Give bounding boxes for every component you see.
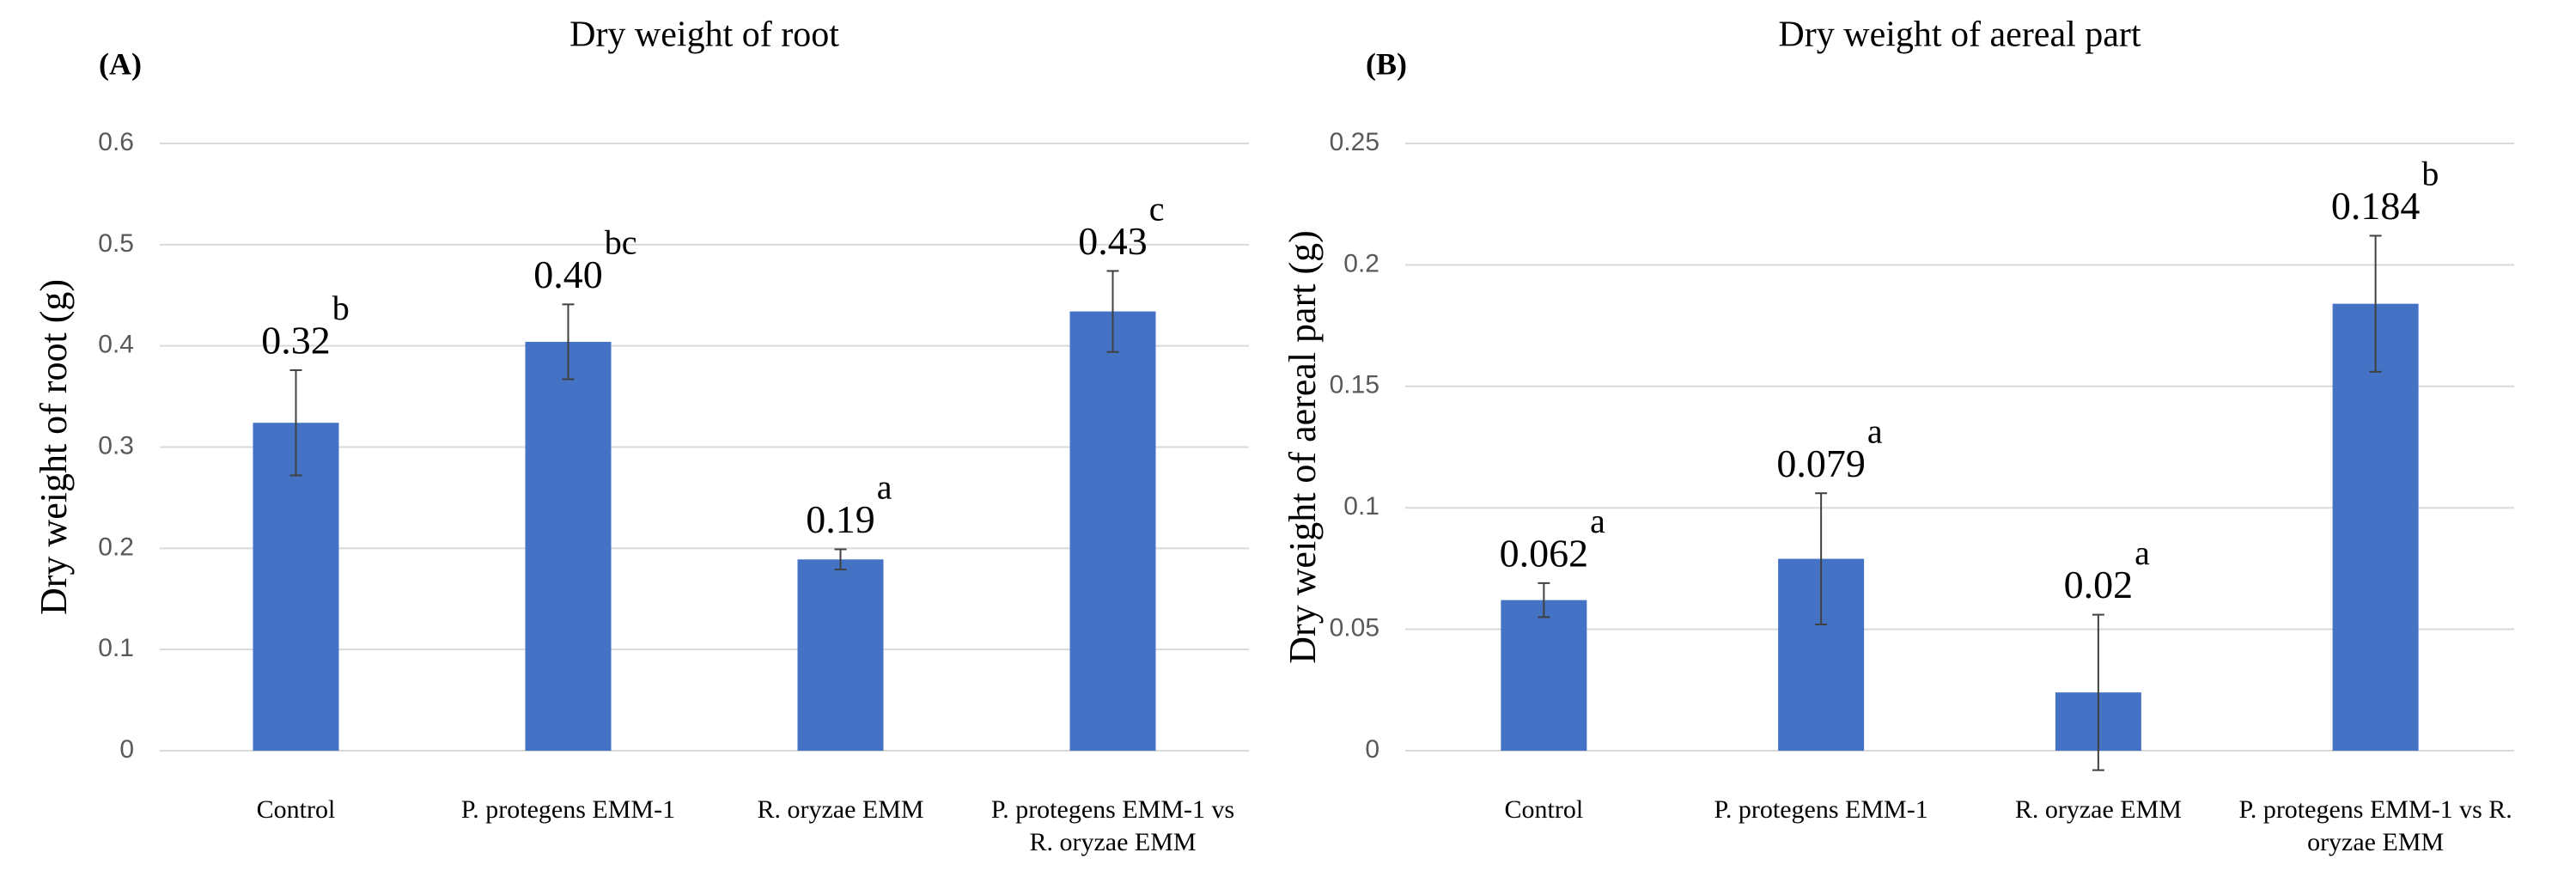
x-tick-label: R. oryzae EMM: [2014, 795, 2182, 824]
x-tick-label-box: P. protegens EMM-1 vs R. oryzae EMM: [990, 795, 1235, 856]
bar: [797, 559, 884, 751]
x-tick-label: Control: [1504, 795, 1584, 824]
significance-letter: b: [332, 289, 350, 327]
value-label: 0.32: [261, 319, 331, 362]
significance-letter: bc: [605, 223, 637, 262]
x-tick-label: P. protegens EMM-1 vs R. oryzae EMM: [990, 795, 1235, 856]
y-tick-label: 0: [1365, 735, 1379, 764]
x-tick-label: Control: [256, 795, 336, 824]
x-tick-label: P. protegens EMM-1 vs R. oryzae EMM: [2238, 795, 2512, 856]
error-bar: [2092, 613, 2104, 771]
y-tick-label: 0.3: [98, 431, 134, 460]
x-tick-label-box: Control: [256, 795, 336, 824]
bar: [253, 423, 339, 751]
value-label: 0.02: [2064, 563, 2134, 606]
x-tick-label-box: R. oryzae EMM: [757, 795, 924, 824]
y-tick-label: 0.5: [98, 229, 134, 258]
x-tick-label-box: R. oryzae EMM: [2014, 795, 2182, 824]
error-bar: [289, 368, 302, 477]
y-axis-label: Dry weight of aereal part (g): [1282, 230, 1324, 664]
error-bar: [834, 548, 847, 571]
bar: [1069, 311, 1156, 751]
x-tick-label-box: Control: [1504, 795, 1584, 824]
x-tick-label-box: P. protegens EMM-1: [460, 795, 676, 824]
value-label: 0.079: [1776, 441, 1866, 485]
error-bar: [2369, 234, 2382, 373]
significance-letter: a: [2134, 533, 2150, 572]
y-tick-label: 0.25: [1330, 128, 1379, 156]
significance-letter: a: [1590, 502, 1605, 540]
value-label: 0.062: [1500, 531, 1589, 575]
y-tick-label: 0: [119, 735, 134, 764]
significance-letter: a: [877, 468, 892, 507]
y-tick-label: 0.15: [1330, 371, 1379, 399]
y-tick-label: 0.05: [1330, 614, 1379, 642]
value-label: 0.40: [533, 253, 603, 296]
y-tick-label: 0.2: [98, 533, 134, 561]
y-tick-label: 0.1: [1343, 492, 1379, 521]
value-label: 0.19: [806, 497, 875, 541]
x-tick-label-box: P. protegens EMM-1 vs R. oryzae EMM: [2238, 795, 2512, 856]
chart-title: Dry weight of aereal part: [1778, 15, 2141, 55]
error-bar: [1538, 582, 1550, 618]
y-tick-label: 0.1: [98, 634, 134, 662]
error-bar: [562, 303, 575, 381]
x-tick-label: P. protegens EMM-1: [1714, 795, 1928, 824]
y-tick-label: 0.4: [98, 331, 134, 359]
y-tick-label: 0.6: [98, 128, 134, 156]
panel-label: (A): [99, 46, 142, 81]
significance-letter: a: [1867, 411, 1883, 450]
bar: [1501, 600, 1587, 751]
chart-title: Dry weight of root: [569, 15, 839, 55]
significance-letter: c: [1149, 190, 1165, 228]
x-tick-label-box: P. protegens EMM-1: [1714, 795, 1928, 824]
y-axis-label: Dry weight of root (g): [33, 279, 75, 615]
value-label: 0.184: [2331, 184, 2421, 228]
bar: [525, 341, 612, 751]
panel-label: (B): [1366, 46, 1407, 81]
y-tick-label: 0.2: [1343, 249, 1379, 277]
error-bar: [1106, 270, 1119, 353]
x-tick-label: R. oryzae EMM: [757, 795, 924, 824]
x-tick-label: P. protegens EMM-1: [460, 795, 676, 824]
significance-letter: b: [2421, 155, 2439, 193]
bar: [2332, 303, 2419, 751]
error-bar: [1815, 492, 1828, 625]
value-label: 0.43: [1078, 219, 1148, 263]
